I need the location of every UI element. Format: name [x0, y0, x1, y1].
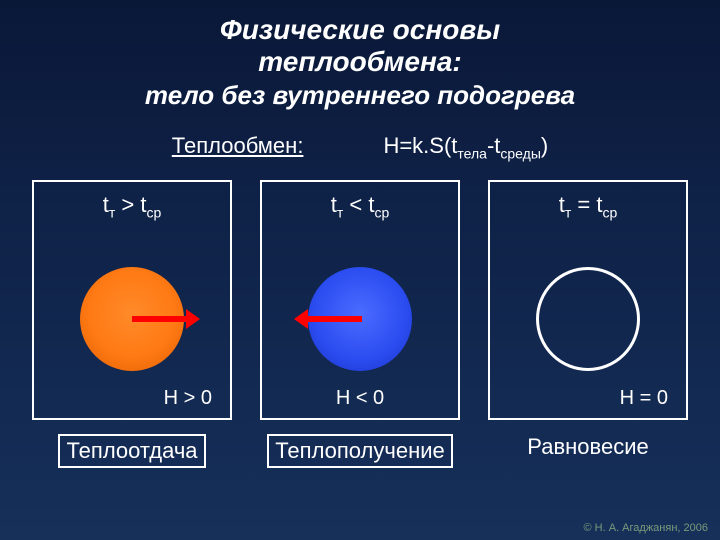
formula-suffix: ) — [541, 133, 548, 158]
formula-prefix: H=k.S(t — [383, 133, 457, 158]
title-line-1: Физические основы — [220, 14, 500, 45]
panels-row: tт > tср H > 0 tт < tср H < 0 tт = tср H… — [0, 180, 720, 420]
condition-3: tт = tср — [559, 192, 618, 220]
process-text: Теплополучение — [267, 434, 453, 468]
copyright: © Н. А. Агаджанян, 2006 — [584, 522, 708, 534]
formula-sub1: тела — [457, 146, 487, 162]
cond-sub2: ср — [146, 204, 161, 220]
h-value-2: H < 0 — [262, 387, 458, 410]
equilibrium-circle — [536, 267, 640, 371]
panel-heat-in: tт < tср H < 0 — [260, 180, 460, 420]
cond-op: < t — [343, 192, 374, 217]
subtitle: тело без вутреннего подогрева — [0, 80, 720, 111]
main-title: Физические основы теплообмена: — [0, 0, 720, 78]
process-row: Теплоотдача Теплополучение Равновесие — [0, 434, 720, 468]
process-text: Теплоотдача — [58, 434, 205, 468]
formula-label: Теплообмен: — [172, 133, 304, 161]
condition-2: tт < tср — [331, 192, 390, 220]
title-line-2: теплообмена: — [258, 46, 462, 77]
panel-heat-out: tт > tср H > 0 — [32, 180, 232, 420]
formula: H=k.S(tтела-tсреды) — [383, 133, 548, 161]
cond-op: = t — [571, 192, 602, 217]
arrow-outward-icon — [132, 316, 188, 322]
arrow-inward-icon — [306, 316, 362, 322]
formula-mid: -t — [487, 133, 500, 158]
process-text: Равновесие — [527, 434, 648, 459]
cond-sub2: ср — [602, 204, 617, 220]
formula-row: Теплообмен: H=k.S(tтела-tсреды) — [0, 133, 720, 161]
process-label-1: Теплоотдача — [32, 434, 232, 468]
cond-sub2: ср — [374, 204, 389, 220]
h-value-1: H > 0 — [34, 387, 230, 410]
process-label-2: Теплополучение — [260, 434, 460, 468]
cond-op: > t — [115, 192, 146, 217]
formula-sub2: среды — [500, 146, 541, 162]
h-value-3: H = 0 — [490, 387, 686, 410]
panel-equilibrium: tт = tср H = 0 — [488, 180, 688, 420]
condition-1: tт > tср — [103, 192, 162, 220]
process-label-3: Равновесие — [488, 434, 688, 468]
